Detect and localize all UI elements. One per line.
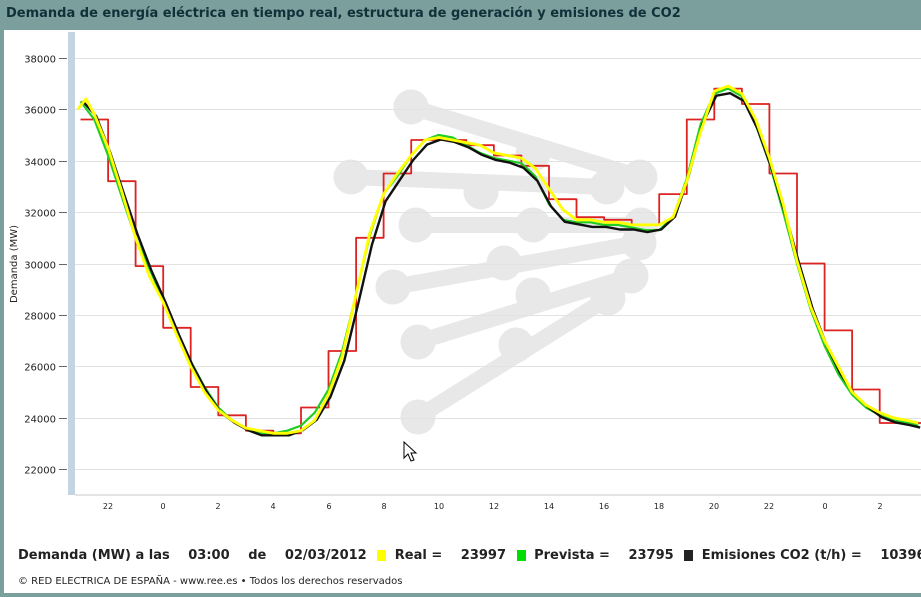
y-axis-label: Demanda (MW): [9, 225, 20, 303]
copyright-footer: © RED ELECTRICA DE ESPAÑA - www.ree.es •…: [18, 576, 403, 587]
bottom-border: [0, 593, 921, 597]
emisiones-value: 10396: [880, 548, 921, 563]
y-tick-label: 36000: [24, 106, 56, 117]
x-tick-label: 18: [654, 502, 664, 511]
emisiones-label: Emisiones CO2 (t/h) =: [701, 548, 862, 563]
x-tick-label: 2: [877, 502, 882, 511]
x-tick-label: 16: [599, 502, 609, 511]
y-tick-label: 26000: [24, 363, 56, 374]
series-line-prevista: [79, 87, 919, 435]
x-tick-label: 0: [822, 502, 827, 511]
x-tick-label: 20: [709, 502, 719, 511]
y-tick-label: 22000: [24, 466, 56, 477]
x-tick-label: 0: [160, 502, 165, 511]
x-tick-label: 2: [215, 502, 220, 511]
y-tick-label: 30000: [24, 261, 56, 272]
x-tick-label: 6: [326, 502, 331, 511]
title-bar: Demanda de energía eléctrica en tiempo r…: [0, 0, 921, 30]
page-title: Demanda de energía eléctrica en tiempo r…: [6, 6, 681, 21]
x-tick-label: 8: [381, 502, 386, 511]
y-axis-band: [68, 32, 75, 495]
emisiones-swatch-icon: [684, 550, 694, 561]
real-swatch-icon: [377, 550, 387, 561]
real-label: Real =: [394, 548, 443, 563]
prevista-swatch-icon: [516, 550, 526, 561]
y-tick-label: 38000: [24, 55, 56, 66]
y-tick-label: 32000: [24, 209, 56, 220]
mouse-cursor-icon: [403, 440, 418, 462]
x-tick-label: 14: [544, 502, 554, 511]
legend-label: Demanda (MW) a las: [18, 548, 170, 563]
prevista-value: 23795: [628, 548, 674, 563]
legend-date: 02/03/2012: [284, 548, 367, 563]
x-tick-label: 12: [489, 502, 499, 511]
x-tick-label: 10: [434, 502, 444, 511]
real-value: 23997: [460, 548, 507, 563]
y-tick-label: 34000: [24, 158, 56, 169]
left-border: [0, 30, 4, 597]
legend-time: 03:00: [188, 548, 230, 563]
ree-logo-watermark: [333, 89, 659, 435]
demand-chart: 2200024000260002800030000320003400036000…: [9, 32, 921, 511]
y-tick-label: 28000: [24, 312, 56, 323]
series-line-real: [76, 84, 919, 435]
x-tick-label: 4: [270, 502, 275, 511]
prevista-label: Prevista =: [534, 548, 610, 563]
grid-lines: [75, 58, 921, 496]
y-tick-label: 24000: [24, 415, 56, 426]
x-tick-label: 22: [103, 502, 113, 511]
legend-bar: Demanda (MW) a las 03:00 de 02/03/2012 R…: [18, 548, 921, 563]
legend-de: de: [248, 548, 267, 563]
x-tick-label: 22: [764, 502, 774, 511]
